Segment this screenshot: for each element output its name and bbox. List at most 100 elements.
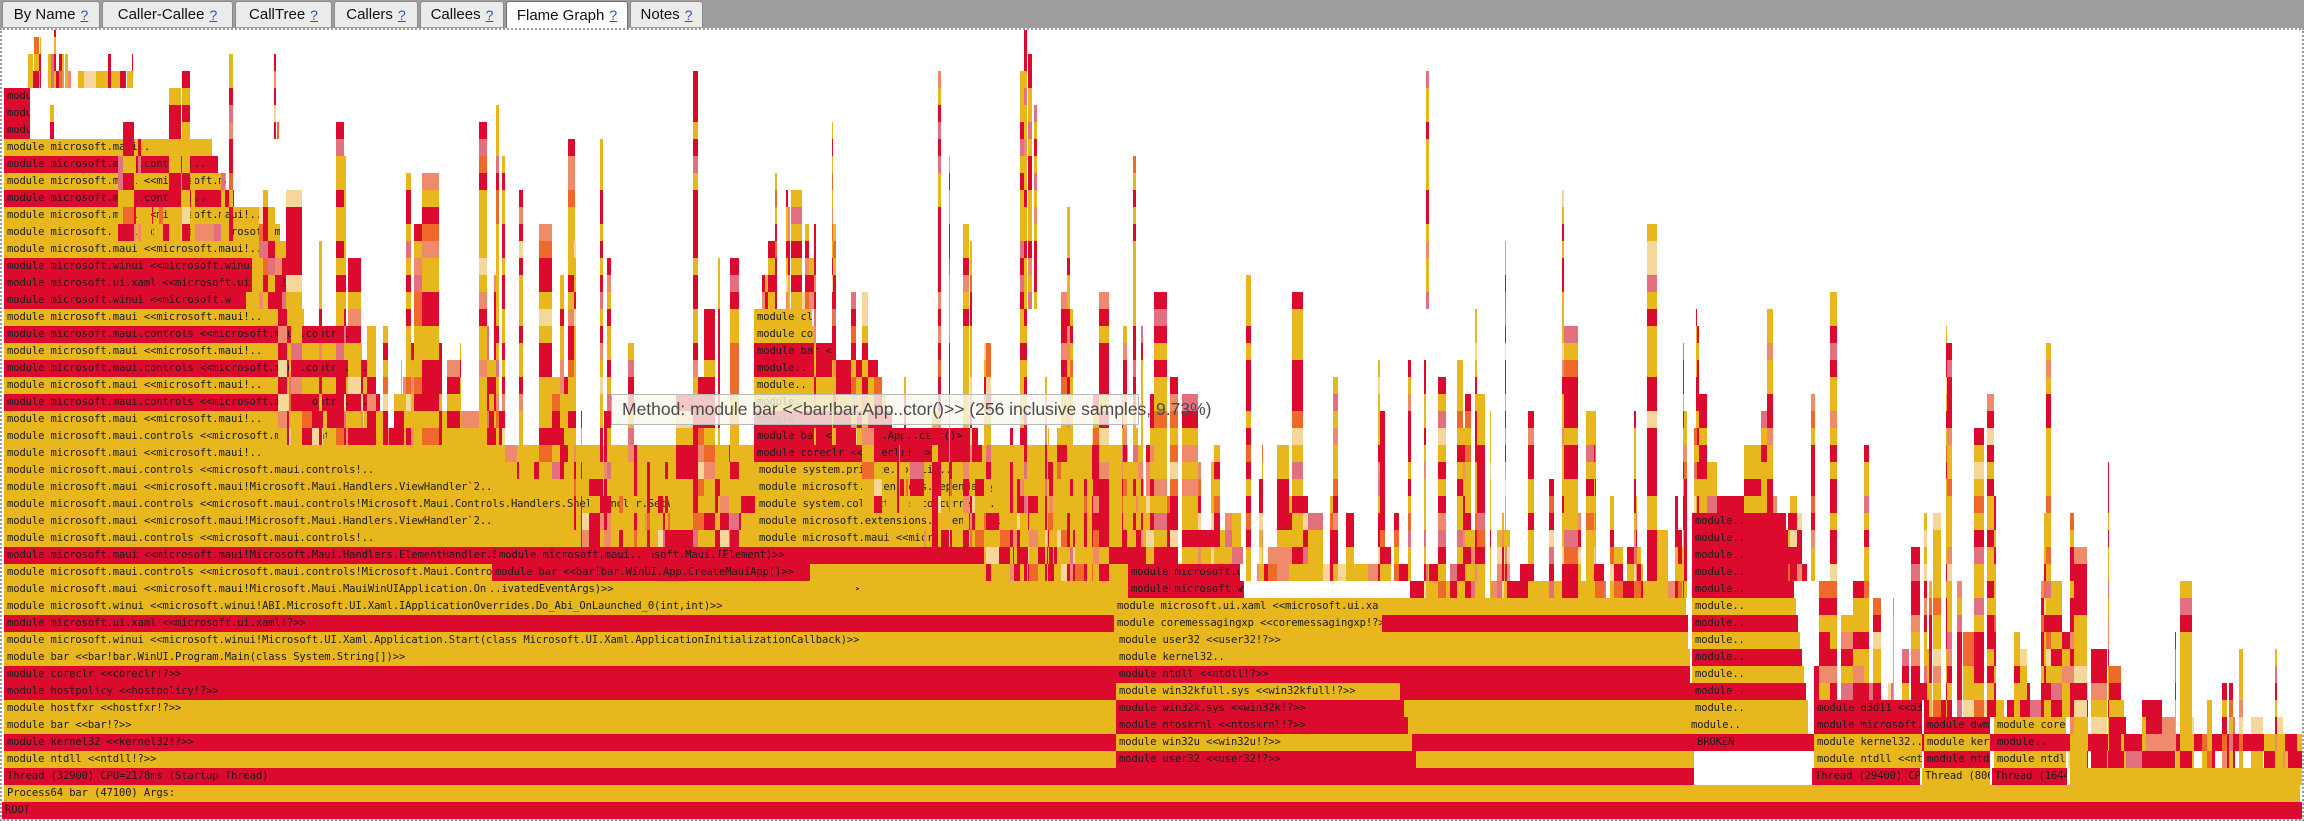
flame-frame[interactable] [180, 173, 183, 190]
flame-frame[interactable] [1246, 530, 1251, 547]
flame-frame[interactable] [574, 445, 576, 462]
flame-frame[interactable] [831, 173, 834, 190]
flame-frame[interactable] [972, 496, 975, 513]
flame-frame[interactable] [1056, 462, 1061, 479]
flame-frame[interactable] [344, 326, 347, 343]
flame-frame[interactable] [1987, 411, 1995, 428]
flame-frame[interactable] [414, 428, 422, 445]
flame-frame[interactable] [2045, 666, 2052, 683]
flame-frame[interactable] [1034, 275, 1037, 292]
flame-frame[interactable] [1773, 496, 1778, 513]
flame-frame[interactable] [32, 71, 35, 88]
flame-frame[interactable] [2202, 751, 2208, 768]
flame-frame[interactable] [1788, 547, 1790, 564]
flame-frame[interactable] [421, 190, 439, 207]
flame-frame[interactable] [421, 309, 439, 326]
flame-frame[interactable] [984, 360, 986, 377]
flame-frame[interactable] [1292, 445, 1303, 462]
flame-frame[interactable] [504, 445, 518, 462]
flame-frame[interactable] [259, 275, 263, 292]
flame-frame[interactable] [1258, 564, 1262, 581]
flame-frame[interactable] [962, 513, 970, 530]
flame-frame[interactable] [1149, 411, 1155, 428]
flame-frame[interactable] [634, 462, 638, 479]
flame-frame[interactable] [1585, 428, 1596, 445]
flame-frame[interactable] [2074, 632, 2087, 649]
flame-frame[interactable] [808, 292, 814, 309]
flame-frame[interactable] [2045, 428, 2052, 445]
flame-frame[interactable] [1456, 479, 1463, 496]
flame-frame[interactable] [194, 224, 214, 241]
flame-frame[interactable] [2192, 734, 2195, 751]
flame-frame[interactable] [1154, 377, 1167, 394]
flame-frame[interactable] [1534, 581, 1550, 598]
flame-frame[interactable] [1092, 445, 1094, 462]
flame-frame[interactable] [2051, 700, 2062, 717]
flame-frame[interactable] [607, 394, 612, 411]
flame-frame[interactable] [1333, 394, 1339, 411]
flame-frame[interactable] [344, 428, 347, 445]
flame-frame[interactable] [897, 462, 899, 479]
flame-frame[interactable] [704, 462, 715, 479]
flame-frame[interactable] [1819, 615, 1830, 632]
flame-frame[interactable] [962, 292, 970, 309]
flame-frame[interactable] [267, 207, 275, 224]
flame-frame[interactable] [1683, 360, 1685, 377]
flame-frame[interactable] [321, 411, 324, 428]
flame-frame[interactable] [1379, 428, 1385, 445]
flame-frame[interactable] [421, 258, 439, 275]
flame-frame[interactable] [285, 258, 302, 275]
flame-frame[interactable] [1528, 513, 1535, 530]
flame-frame[interactable] [1292, 428, 1303, 445]
flame-frame[interactable]: module.. [1692, 615, 1798, 632]
flame-frame[interactable] [319, 394, 322, 411]
flame-frame[interactable] [574, 360, 576, 377]
flame-frame[interactable] [2074, 615, 2087, 632]
flame-frame[interactable] [267, 224, 275, 241]
flame-frame[interactable] [1426, 71, 1429, 88]
flame-frame[interactable] [1066, 309, 1071, 326]
flame-frame[interactable] [949, 258, 951, 275]
flame-frame[interactable] [580, 496, 583, 513]
flame-frame[interactable] [801, 292, 806, 309]
flame-frame[interactable] [2141, 734, 2146, 751]
flame-frame[interactable] [1166, 513, 1170, 530]
flame-frame[interactable] [568, 377, 576, 394]
flame-frame[interactable] [478, 122, 487, 139]
flame-frame[interactable] [1024, 275, 1027, 292]
flame-frame[interactable] [1699, 428, 1708, 445]
flame-frame[interactable] [1476, 581, 1485, 598]
flame-frame[interactable] [1424, 445, 1427, 462]
flame-frame[interactable] [984, 547, 986, 564]
flame-frame[interactable] [319, 377, 322, 394]
flame-frame[interactable] [1010, 547, 1014, 564]
flame-frame[interactable] [1182, 547, 1198, 564]
flame-frame[interactable] [1066, 513, 1071, 530]
flame-frame[interactable] [670, 530, 676, 547]
flame-frame[interactable] [1924, 530, 1928, 547]
flame-frame[interactable] [48, 71, 52, 88]
flame-frame[interactable] [1330, 547, 1334, 564]
flame-frame[interactable] [1983, 700, 1988, 717]
flame-frame[interactable] [108, 54, 112, 71]
flame-frame[interactable] [2176, 751, 2180, 768]
flame-frame[interactable] [438, 411, 442, 428]
flame-frame[interactable] [1760, 496, 1767, 513]
flame-frame[interactable] [1060, 479, 1067, 496]
flame-frame[interactable] [962, 309, 970, 326]
flame-frame[interactable] [221, 190, 226, 207]
flame-frame[interactable] [1456, 394, 1463, 411]
flame-frame[interactable] [190, 156, 195, 173]
flame-frame[interactable] [78, 71, 84, 88]
flame-frame[interactable] [814, 377, 816, 394]
flame-frame[interactable] [1169, 496, 1178, 513]
flame-frame[interactable] [564, 394, 569, 411]
flame-frame[interactable] [1974, 632, 1984, 649]
flame-frame[interactable] [1696, 326, 1698, 343]
flame-frame[interactable] [1561, 241, 1565, 258]
flame-frame[interactable] [278, 394, 288, 411]
flame-frame[interactable] [560, 309, 565, 326]
flame-frame[interactable] [539, 411, 552, 428]
flame-frame[interactable] [539, 241, 552, 258]
flame-frame[interactable] [1561, 292, 1565, 309]
